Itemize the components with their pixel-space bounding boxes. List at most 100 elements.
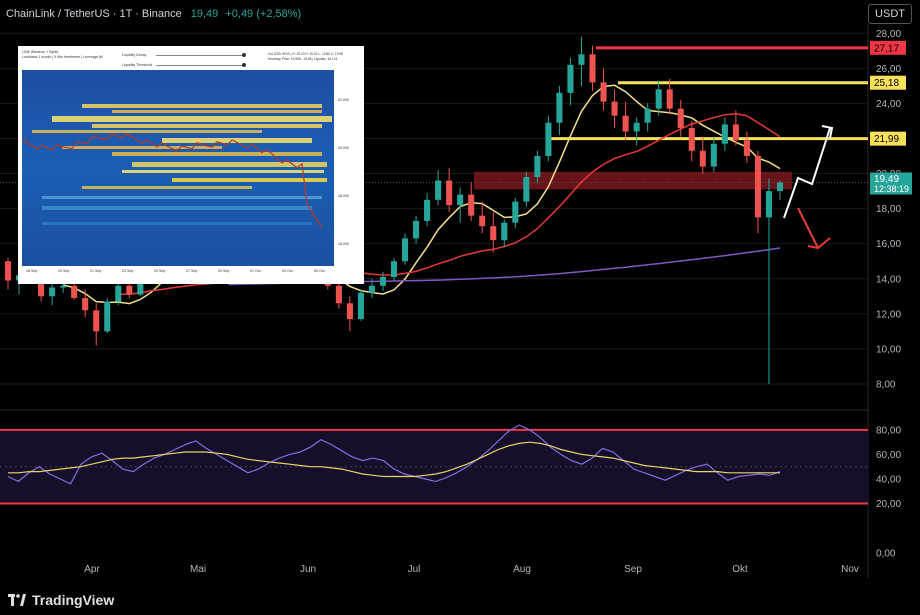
inset-x-tick: 29 Sep (218, 269, 230, 273)
heatmap-band (132, 162, 327, 167)
candle-body (622, 115, 629, 132)
inset-title: LINK (Binance + Bybit) (22, 50, 59, 54)
candle-body (721, 124, 728, 144)
heatmap-band (122, 170, 324, 173)
time-tick-label: Mai (190, 564, 206, 575)
inset-y-tick: 16.000 (338, 242, 349, 246)
candle-body (589, 54, 596, 83)
inset-y-tick: 22.000 (338, 98, 349, 102)
countdown-label: 12:38:19 (874, 184, 909, 194)
rsi-tick-label: 20,00 (876, 499, 901, 510)
tradingview-logo[interactable]: TradingView (8, 592, 114, 608)
candle-body (710, 143, 717, 167)
heatmap-band (172, 178, 327, 182)
heatmap-band (82, 186, 252, 189)
current-price-label: 19,49 (874, 174, 899, 185)
candle-body (346, 303, 353, 320)
candle-body (424, 199, 431, 221)
rsi-tick-label: 60,00 (876, 450, 901, 461)
time-tick-label: Nov (841, 564, 859, 575)
inset-slider-1-thumb[interactable] (242, 53, 246, 57)
rsi-ma-line (8, 441, 780, 478)
heatmap-band (82, 104, 322, 108)
projection-arrows (783, 125, 834, 250)
candle-body (4, 261, 12, 281)
heatmap-band (42, 222, 312, 225)
candle-body (611, 101, 618, 116)
candle-body (390, 261, 398, 278)
candle-body (688, 127, 695, 151)
bullish-arrow-head (821, 125, 834, 139)
level-price-tag (870, 40, 906, 55)
level-price-tag (870, 131, 906, 146)
candle-body (126, 285, 133, 295)
candle-body (379, 277, 387, 286)
candle-body (655, 89, 662, 109)
candle-body (104, 301, 111, 332)
inset-slider-2-label: Liquidity Threshold (122, 63, 153, 67)
inset-heatmap-price: Heatmap Price: 19.958 - 19.98 | Liquidit… (268, 57, 338, 61)
time-tick-label: Sep (624, 564, 642, 575)
inset-heatmap (21, 70, 334, 266)
price-tick-label: 18,00 (876, 204, 901, 215)
price-tick-label: 28,00 (876, 29, 901, 40)
candle-body (71, 285, 78, 299)
candle-body (666, 89, 673, 109)
rsi-tick-label: 40,00 (876, 474, 901, 485)
symbol-title: ChainLink / TetherUS · 1T · Binance (6, 8, 182, 20)
inset-slider-2[interactable] (156, 65, 244, 66)
candle-body (501, 222, 508, 241)
rsi-line (7, 424, 781, 485)
candle-body (401, 238, 409, 262)
candle-body (490, 226, 497, 241)
supply-zone (474, 171, 792, 190)
heatmap-band (92, 124, 322, 128)
inset-y-tick: 20.000 (338, 146, 349, 150)
candle-body (512, 201, 519, 223)
candle-body (677, 108, 684, 128)
candle-body (368, 285, 375, 293)
inset-x-tick: 01 Oct (250, 269, 261, 273)
heatmap-band (42, 206, 312, 210)
candle-body (776, 182, 784, 192)
candle-body (567, 64, 574, 93)
heatmap-band (62, 146, 222, 149)
rsi-tick-label: 80,00 (876, 425, 901, 436)
inset-slider-2-thumb[interactable] (242, 63, 246, 67)
heatmap-band (32, 130, 262, 133)
bullish-projection-arrow (783, 127, 831, 219)
time-tick-label: Aug (513, 564, 531, 575)
heatmap-band (112, 152, 322, 156)
inset-x-tick: 27 Sep (186, 269, 198, 273)
candle-body (479, 215, 486, 227)
bearish-projection-arrow (797, 207, 819, 249)
inset-x-tick: 23 Sep (122, 269, 134, 273)
candle-body (468, 194, 475, 216)
candle-body (600, 82, 607, 102)
heatmap-price-line (21, 133, 323, 229)
tradingview-brand: TradingView (32, 592, 115, 608)
inset-x-tick: 03 Oct (282, 269, 293, 273)
candle-body (49, 287, 56, 297)
level-price-label: 25,18 (874, 78, 899, 89)
candle-body (578, 54, 585, 65)
price-tick-label: 24,00 (876, 99, 901, 110)
candle-body (765, 191, 773, 218)
heatmap-band (162, 138, 312, 143)
price-tick-label: 12,00 (876, 309, 901, 320)
candle-body (743, 140, 750, 157)
inset-y-tick: 18.000 (338, 194, 349, 198)
price-tick-label: 14,00 (876, 274, 901, 285)
rsi-band (0, 429, 868, 504)
candle-body (644, 108, 651, 123)
inset-x-tick: 21 Sep (90, 269, 102, 273)
currency-button[interactable]: USDT (868, 4, 912, 24)
inset-subtitle: Lookback 1 month | 5 Min timeframe | Lev… (22, 55, 103, 59)
candle-body (523, 177, 530, 202)
candle-body (545, 122, 552, 157)
rsi-pane: 80,00 60,00 40,00 20,00 0,00 (0, 424, 901, 560)
level-price-label: 21,99 (874, 134, 899, 145)
candle-body (38, 284, 45, 297)
inset-slider-1[interactable] (156, 55, 244, 56)
